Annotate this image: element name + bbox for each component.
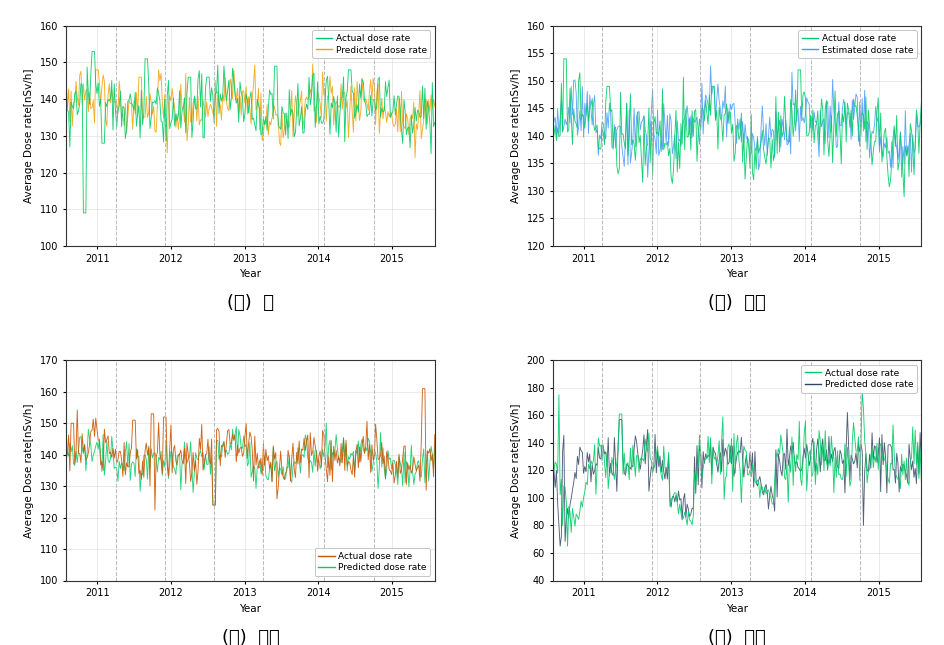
- Text: (나)  여름: (나) 여름: [707, 294, 766, 312]
- Y-axis label: Average Dose rate[nSv/h]: Average Dose rate[nSv/h]: [511, 403, 520, 538]
- Y-axis label: Average Dose rate[nSv/h]: Average Dose rate[nSv/h]: [25, 68, 34, 203]
- Legend: Actual dose rate, Estimated dose rate: Actual dose rate, Estimated dose rate: [798, 30, 916, 58]
- X-axis label: Year: Year: [239, 604, 261, 613]
- Legend: Actual dose rate, Predicted dose rate: Actual dose rate, Predicted dose rate: [314, 548, 430, 576]
- X-axis label: Year: Year: [725, 269, 748, 279]
- Y-axis label: Average Dose rate[nSv/h]: Average Dose rate[nSv/h]: [25, 403, 34, 538]
- Text: (라)  겨울: (라) 겨울: [707, 629, 766, 645]
- Legend: Actual dose rate, Predicted dose rate: Actual dose rate, Predicted dose rate: [801, 365, 916, 393]
- X-axis label: Year: Year: [239, 269, 261, 279]
- Y-axis label: Average Dose rate[nSv/h]: Average Dose rate[nSv/h]: [511, 68, 520, 203]
- Text: (가)  봄: (가) 봄: [227, 294, 274, 312]
- Legend: Actual dose rate, Predicteld dose rate: Actual dose rate, Predicteld dose rate: [312, 30, 430, 58]
- X-axis label: Year: Year: [725, 604, 748, 613]
- Text: (다)  가을: (다) 가을: [221, 629, 279, 645]
